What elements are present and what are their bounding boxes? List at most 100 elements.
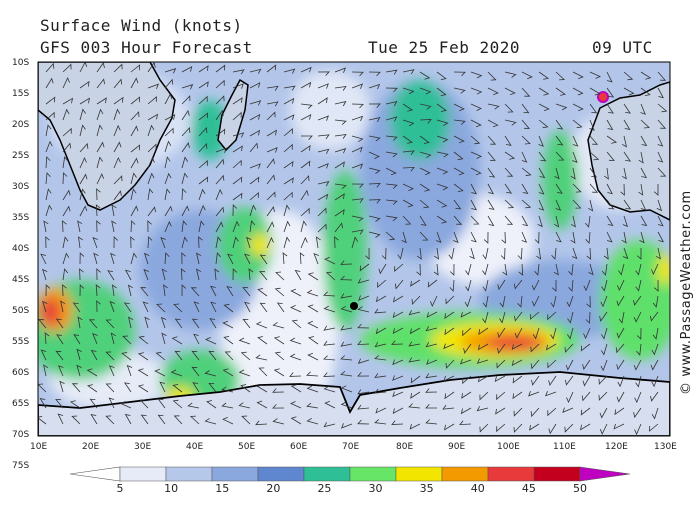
wind-barb (215, 252, 221, 265)
wind-barb (160, 316, 167, 329)
wind-barb (323, 340, 336, 346)
wind-barb (240, 384, 251, 393)
wind-barb (79, 284, 85, 297)
wind-barb (105, 415, 115, 425)
legend-tick-label: 10 (164, 482, 178, 495)
wind-barb (334, 208, 345, 217)
wind-barb (460, 407, 472, 415)
wind-barb (249, 204, 257, 217)
wind-barb (43, 364, 49, 377)
wind-barb (300, 103, 313, 109)
wind-barb (79, 205, 88, 217)
wind-barb (657, 215, 664, 227)
wind-barb (487, 135, 497, 145)
wind-barb (159, 381, 166, 393)
wind-barb (588, 263, 594, 276)
wind-barb (181, 142, 190, 153)
wind-barb (385, 199, 398, 205)
wind-barb (77, 220, 83, 233)
wind-barb (232, 83, 244, 89)
wind-barb (482, 263, 489, 276)
wind-barb (514, 327, 523, 339)
wind-barb (604, 167, 609, 180)
wind-barb (204, 370, 217, 377)
wind-barb (548, 375, 557, 387)
wind-barb (248, 268, 254, 281)
wind-barb (436, 135, 449, 143)
wind-barb (351, 183, 364, 189)
wind-barb (62, 205, 71, 217)
latitude-axis: 10S 15S 20S 25S 30S 35S 40S 45S 50S 55S … (12, 58, 29, 471)
wind-barb (351, 163, 363, 169)
wind-barb (572, 135, 579, 147)
wind-barb (436, 199, 448, 208)
wind-barb (572, 87, 584, 96)
wind-barb (137, 368, 149, 377)
wind-barb (521, 87, 531, 97)
wind-barb (482, 279, 489, 292)
wind-barb (374, 373, 387, 379)
wind-barb (266, 221, 275, 233)
wind-barb (283, 97, 295, 105)
wind-barb (565, 359, 574, 371)
wind-barb (317, 83, 329, 89)
wind-barb (173, 415, 183, 425)
wind-barb (208, 382, 217, 393)
wind-barb (227, 253, 234, 265)
wind-barb (62, 63, 72, 73)
wind-barb (334, 222, 343, 233)
wind-barb (600, 343, 608, 356)
wind-barb (130, 125, 139, 137)
wind-barb (173, 303, 183, 313)
wind-barb (449, 279, 455, 292)
wind-barb (255, 354, 268, 361)
wind-barb (40, 253, 47, 265)
wind-barb (598, 391, 608, 401)
wind-barb (538, 71, 549, 80)
wind-barb (504, 135, 512, 146)
wind-barb (45, 140, 53, 153)
wind-barb (62, 252, 70, 265)
wind-barb (223, 303, 234, 313)
wind-barb (224, 351, 234, 361)
wind-barb (191, 366, 200, 377)
wind-barb (657, 87, 664, 99)
wind-barb (290, 384, 302, 393)
legend-swatch (349, 466, 397, 482)
wind-barb (375, 407, 387, 414)
wind-barb (76, 364, 82, 377)
wind-barb (502, 263, 508, 276)
wind-barb (334, 161, 345, 169)
wind-barb (408, 310, 421, 316)
wind-barb (553, 263, 559, 276)
wind-barb (633, 295, 642, 306)
wind-barb (392, 311, 404, 318)
wind-barb (448, 247, 455, 260)
lat-label: 10S (12, 58, 29, 68)
wind-barb (357, 419, 370, 425)
wind-barb (266, 191, 276, 201)
wind-barb (96, 78, 105, 89)
wind-barb (92, 333, 98, 345)
wind-barb (147, 124, 155, 137)
wind-barb (392, 375, 404, 381)
wind-barb (547, 407, 557, 417)
wind-barb (42, 268, 48, 281)
watermark: © www.PassageWeather.com (679, 190, 694, 395)
legend-swatch (441, 466, 489, 482)
wind-barb (105, 351, 115, 361)
wind-barb (249, 176, 260, 185)
wind-barb (205, 337, 217, 345)
wind-barb (568, 263, 574, 276)
wind-barb (55, 350, 64, 361)
wind-barb (62, 77, 70, 89)
wind-barb (283, 177, 294, 185)
wind-barb (214, 268, 220, 281)
lon-label: 110E (553, 442, 576, 452)
wind-barb (453, 103, 465, 112)
wind-barb (434, 247, 440, 260)
wind-barb (323, 355, 336, 361)
wind-barb (323, 291, 336, 297)
wind-barb (639, 231, 645, 244)
wind-barb (340, 325, 353, 331)
